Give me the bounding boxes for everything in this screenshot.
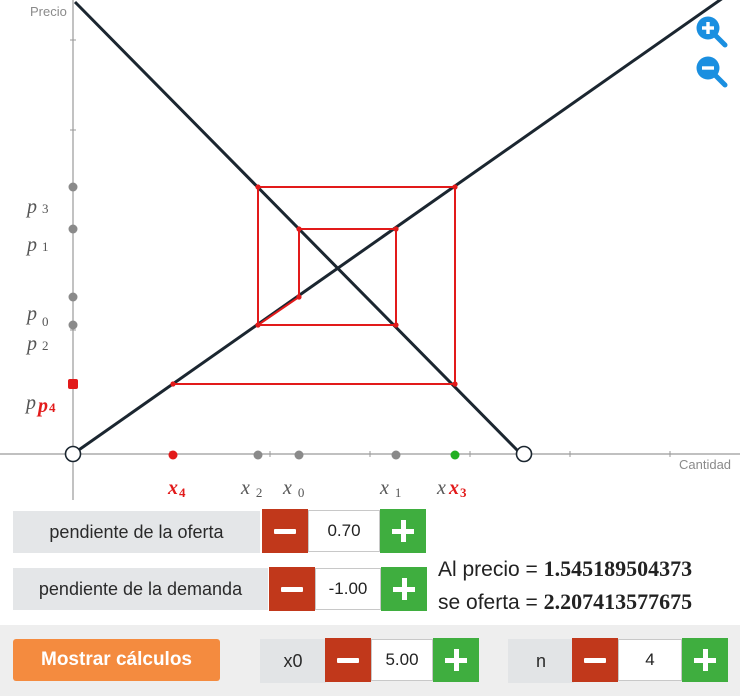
- supply-slope-increment-button[interactable]: [380, 509, 426, 553]
- cobweb-vertices: [170, 184, 458, 387]
- zoom-in-icon[interactable]: [694, 14, 728, 48]
- n-increment-button[interactable]: [682, 638, 728, 682]
- demand-slope-increment-button[interactable]: [381, 567, 427, 611]
- p0-point[interactable]: [68, 320, 78, 330]
- p4-point[interactable]: [68, 379, 78, 389]
- price-result: Al precio = 1.545189504373: [438, 556, 693, 581]
- offer-result: se oferta = 2.207413577675: [438, 589, 693, 614]
- x0-point[interactable]: [294, 450, 304, 460]
- x1-point[interactable]: [391, 450, 401, 460]
- p4-label: p4: [36, 395, 56, 417]
- offer-value: 2.207413577675: [543, 589, 693, 614]
- supply-slope-input[interactable]: [308, 510, 380, 552]
- show-calculations-button[interactable]: Mostrar cálculos: [13, 639, 220, 681]
- x-axis-label: Cantidad: [679, 457, 731, 472]
- price-value: 1.545189504373: [543, 556, 693, 581]
- x3-label-gray: x: [436, 477, 446, 499]
- supply-line: [72, 0, 723, 456]
- x0-label-box: x0: [260, 639, 326, 683]
- zoom-out-icon[interactable]: [694, 54, 728, 88]
- x4-label: x4: [167, 477, 186, 500]
- origin-handle[interactable]: [64, 445, 82, 463]
- x3-label: x3: [448, 477, 467, 500]
- supply-slope-decrement-button[interactable]: [262, 509, 308, 553]
- x3-point[interactable]: [450, 450, 460, 460]
- demand-slope-input[interactable]: [315, 568, 381, 610]
- x4-point[interactable]: [168, 450, 178, 460]
- demand-line: [73, 0, 521, 454]
- p4-label-gray: p: [24, 392, 36, 414]
- p1-point[interactable]: [68, 224, 78, 234]
- supply-slope-label: pendiente de la oferta: [13, 511, 260, 553]
- n-decrement-button[interactable]: [572, 638, 618, 682]
- demand-slope-decrement-button[interactable]: [269, 567, 315, 611]
- x0-decrement-button[interactable]: [325, 638, 371, 682]
- demand-slope-label: pendiente de la demanda: [13, 568, 268, 610]
- n-input[interactable]: [618, 639, 682, 681]
- x2-point[interactable]: [253, 450, 263, 460]
- y-axis-label: Precio: [30, 4, 67, 19]
- x0-input[interactable]: [371, 639, 433, 681]
- n-label-box: n: [508, 639, 574, 683]
- x0-increment-button[interactable]: [433, 638, 479, 682]
- p3-point[interactable]: [68, 182, 78, 192]
- p-extra-point[interactable]: [68, 292, 78, 302]
- demand-intercept-handle[interactable]: [515, 445, 533, 463]
